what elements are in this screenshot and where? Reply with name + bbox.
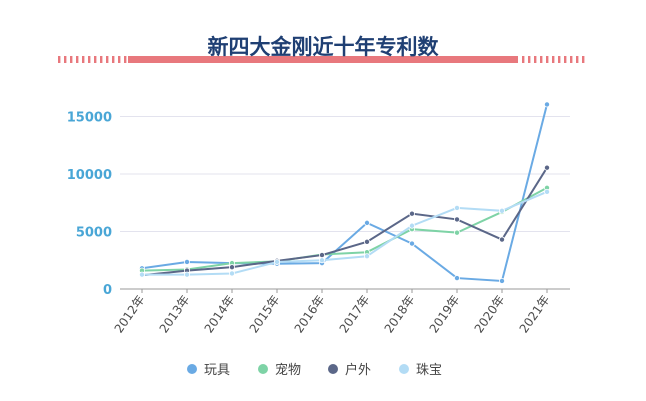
data-point	[228, 264, 235, 271]
y-tick-label: 0	[103, 283, 112, 298]
data-point	[453, 204, 460, 211]
x-tick-label: 2018年	[382, 293, 418, 336]
title-band-tick	[118, 56, 121, 63]
y-tick-label: 10000	[67, 168, 112, 183]
series-宠物	[138, 184, 551, 274]
title-band-tick	[64, 56, 67, 63]
series-line	[142, 190, 548, 276]
x-tick-label: 2020年	[472, 293, 508, 336]
x-axis: 2012年 2013年 2014年 2015年 2016年 2017年 2018年 2019年…	[112, 289, 553, 336]
series-line	[141, 186, 548, 272]
data-point	[453, 216, 460, 223]
title-band-tick	[540, 56, 543, 63]
title-band-tick	[552, 56, 555, 63]
legend-label: 户外	[345, 362, 371, 378]
series-line	[141, 104, 548, 283]
legend-label: 玩具	[204, 363, 230, 378]
title-band-tick	[112, 56, 115, 63]
x-tick-label: 2017年	[337, 293, 373, 336]
title-band-tick	[82, 56, 85, 63]
title-band	[58, 56, 585, 63]
title-band-tick	[564, 56, 567, 63]
data-point	[138, 271, 145, 278]
title-band-tick	[528, 56, 531, 63]
legend-item: 珠宝	[399, 363, 442, 378]
title-band-tick	[558, 56, 561, 63]
legend-item: 户外	[328, 362, 371, 378]
legend-marker	[258, 364, 268, 374]
title-band-tick	[124, 56, 127, 63]
title-band-tick	[76, 56, 79, 63]
x-tick-label: 2013年	[157, 293, 193, 336]
title-band-tick	[522, 56, 525, 63]
data-point	[363, 219, 370, 226]
y-tick-label: 5000	[76, 226, 112, 241]
legend-label: 宠物	[275, 362, 301, 378]
series-玩具	[138, 101, 551, 284]
data-point	[498, 277, 505, 284]
data-point	[408, 240, 415, 247]
legend-item: 宠物	[258, 362, 301, 378]
data-point	[408, 210, 415, 217]
data-point	[544, 188, 551, 195]
x-tick-label: 2016年	[292, 293, 328, 336]
title-band-tick	[100, 56, 103, 63]
data-point	[408, 222, 415, 229]
y-tick-label: 15000	[67, 111, 112, 126]
title-band-tick	[546, 56, 549, 63]
title-band-tick	[582, 56, 585, 63]
legend-marker	[187, 364, 197, 374]
series-line	[141, 167, 548, 277]
chart-title: 新四大金刚近十年专利数	[208, 35, 440, 59]
data-point	[544, 101, 551, 108]
data-point	[363, 253, 370, 260]
data-point	[318, 257, 325, 264]
data-point	[183, 258, 190, 265]
data-point	[498, 236, 505, 243]
data-point	[363, 238, 370, 245]
legend-marker	[328, 364, 338, 374]
title-band-tick	[88, 56, 91, 63]
title-band-tick	[534, 56, 537, 63]
title-band-tick	[58, 56, 61, 63]
legend: 玩具 宠物 户外 珠宝	[187, 362, 442, 378]
data-point	[183, 271, 190, 278]
x-tick-label: 2012年	[112, 293, 148, 336]
legend-label: 珠宝	[416, 363, 442, 378]
data-point	[453, 275, 460, 282]
series-珠宝	[138, 188, 551, 278]
title-band-bar	[128, 56, 518, 63]
data-point	[453, 229, 460, 236]
data-point	[498, 207, 505, 214]
y-axis: 0 5000 10000 15000	[67, 111, 112, 299]
x-tick-label: 2021年	[517, 293, 553, 336]
legend-marker	[399, 364, 409, 374]
series-户外	[138, 164, 551, 279]
data-point	[544, 164, 551, 171]
x-tick-label: 2014年	[202, 293, 238, 336]
data-point	[273, 258, 280, 265]
data-point	[318, 252, 325, 259]
title-band-tick	[570, 56, 573, 63]
title-band-tick	[94, 56, 97, 63]
title-band-tick	[70, 56, 73, 63]
title-band-tick	[106, 56, 109, 63]
data-point	[228, 270, 235, 277]
title-band-tick	[576, 56, 579, 63]
x-tick-label: 2019年	[427, 293, 463, 336]
legend-item: 玩具	[187, 363, 230, 378]
plot-area	[138, 101, 551, 284]
grid	[120, 116, 570, 290]
x-tick-label: 2015年	[247, 293, 283, 336]
